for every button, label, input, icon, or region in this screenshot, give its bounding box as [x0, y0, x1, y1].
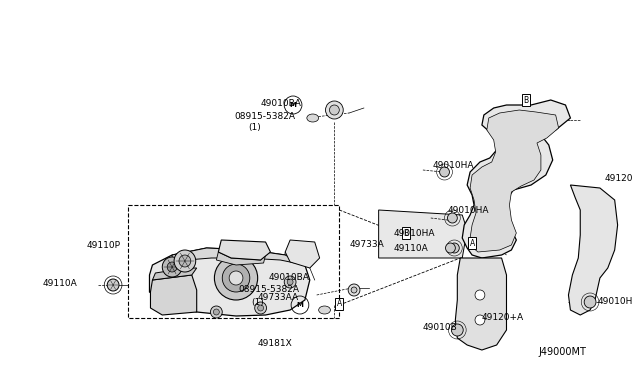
Text: J49000MT: J49000MT — [539, 347, 587, 357]
Text: 49110A: 49110A — [42, 279, 77, 288]
Text: 49110A: 49110A — [394, 244, 428, 253]
Polygon shape — [470, 110, 559, 252]
Circle shape — [440, 167, 449, 177]
Polygon shape — [216, 252, 266, 265]
Text: A: A — [337, 299, 342, 308]
Circle shape — [351, 287, 357, 293]
Text: 08915-5382A: 08915-5382A — [238, 285, 299, 295]
Polygon shape — [172, 248, 305, 265]
Text: 49733A: 49733A — [349, 240, 384, 248]
Polygon shape — [152, 268, 196, 280]
Text: 08915-5382A: 08915-5382A — [234, 112, 295, 121]
Polygon shape — [379, 210, 467, 258]
Circle shape — [348, 284, 360, 296]
Text: 49010H: 49010H — [598, 298, 634, 307]
Circle shape — [167, 262, 177, 272]
Circle shape — [475, 290, 485, 300]
Circle shape — [447, 213, 458, 223]
Text: (1): (1) — [248, 122, 260, 131]
Ellipse shape — [307, 114, 319, 122]
Polygon shape — [150, 275, 196, 315]
Text: 49733AA: 49733AA — [258, 294, 299, 302]
Polygon shape — [455, 258, 506, 350]
Circle shape — [326, 101, 343, 119]
Circle shape — [179, 255, 191, 267]
Text: B: B — [524, 96, 529, 105]
Polygon shape — [462, 100, 570, 258]
Circle shape — [451, 324, 463, 336]
Circle shape — [475, 315, 485, 325]
Circle shape — [211, 306, 222, 318]
Text: 49010HA: 49010HA — [433, 160, 474, 170]
Text: (1): (1) — [251, 298, 264, 307]
Circle shape — [229, 271, 243, 285]
Circle shape — [584, 296, 596, 308]
Text: 49010HA: 49010HA — [447, 205, 489, 215]
Polygon shape — [150, 248, 310, 316]
Polygon shape — [568, 185, 618, 315]
Text: 49010HA: 49010HA — [394, 228, 435, 237]
Circle shape — [330, 105, 339, 115]
Circle shape — [163, 257, 182, 277]
Text: A: A — [470, 238, 475, 247]
Text: 49010BA: 49010BA — [260, 99, 301, 108]
Circle shape — [255, 302, 266, 314]
Text: M: M — [296, 302, 303, 308]
Text: M: M — [290, 102, 296, 108]
Circle shape — [107, 279, 119, 291]
Bar — [128, 205, 339, 318]
Circle shape — [284, 276, 296, 288]
Text: 49110P: 49110P — [86, 241, 120, 250]
Text: 49120: 49120 — [605, 173, 634, 183]
Circle shape — [287, 279, 293, 285]
Text: 49010BA: 49010BA — [269, 273, 309, 282]
Circle shape — [214, 256, 258, 300]
Text: B: B — [404, 228, 409, 237]
Ellipse shape — [319, 306, 330, 314]
Circle shape — [258, 305, 264, 311]
Text: 49120+A: 49120+A — [482, 314, 524, 323]
Circle shape — [445, 243, 455, 253]
Polygon shape — [218, 240, 271, 260]
Circle shape — [174, 250, 196, 272]
Text: 49010B: 49010B — [423, 323, 458, 331]
Text: 49181X: 49181X — [258, 339, 292, 347]
Polygon shape — [285, 240, 319, 268]
Circle shape — [449, 243, 460, 253]
Circle shape — [213, 309, 220, 315]
Circle shape — [222, 264, 250, 292]
